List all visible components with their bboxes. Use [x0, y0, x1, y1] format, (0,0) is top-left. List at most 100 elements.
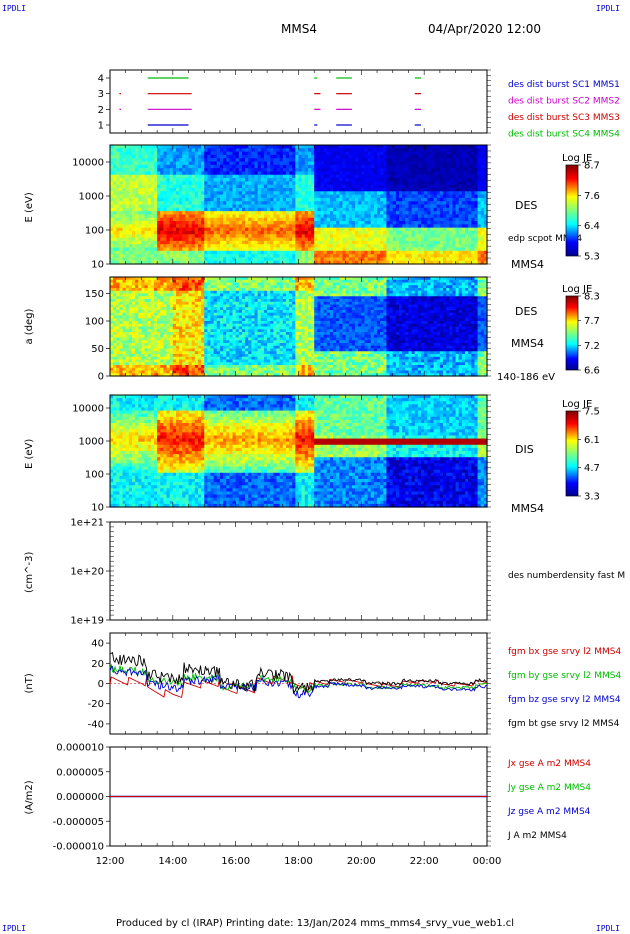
des-energy-heatmap-cell	[188, 247, 193, 252]
des-energy-heatmap-cell	[439, 154, 444, 159]
des-energy-heatmap-cell	[386, 164, 391, 169]
des-energy-heatmap-cell	[116, 168, 121, 173]
des-energy-heatmap-cell	[232, 168, 237, 173]
des-energy-heatmap-cell	[336, 224, 340, 229]
des-energy-heatmap-cell	[433, 181, 438, 186]
des-energy-heatmap-cell	[439, 181, 444, 186]
des-energy-heatmap-cell	[207, 240, 212, 245]
des-energy-heatmap-cell	[361, 214, 366, 219]
des-energy-heatmap-cell	[238, 237, 243, 242]
des-energy-heatmap-cell	[144, 171, 149, 176]
des-energy-heatmap-cell	[314, 207, 318, 212]
des-energy-heatmap-cell	[267, 207, 271, 212]
des-energy-heatmap-cell	[355, 184, 359, 189]
des-energy-heatmap-cell	[311, 244, 315, 249]
des-energy-heatmap-cell	[128, 174, 133, 179]
des-energy-heatmap-cell	[238, 197, 243, 202]
des-energy-heatmap-cell	[333, 237, 337, 242]
des-energy-heatmap-cell	[260, 171, 265, 176]
des-energy-heatmap-cell	[295, 257, 300, 262]
des-energy-heatmap-cell	[361, 187, 366, 192]
des-energy-heatmap-cell	[443, 204, 447, 209]
des-energy-heatmap-cell	[213, 181, 218, 186]
des-energy-heatmap-cell	[364, 171, 369, 176]
des-energy-heatmap-cell	[436, 244, 441, 249]
des-energy-heatmap-cell	[201, 174, 205, 179]
des-energy-heatmap-cell	[232, 154, 237, 159]
des-energy-heatmap-cell	[408, 178, 413, 182]
des-energy-colorbar-tick-label: 7.6	[584, 191, 600, 202]
des-energy-heatmap-cell	[175, 250, 180, 255]
des-energy-heatmap-cell	[301, 234, 306, 239]
des-energy-heatmap-cell	[414, 240, 419, 245]
des-energy-heatmap-cell	[188, 234, 193, 239]
des-energy-heatmap-cell	[323, 171, 328, 176]
des-energy-heatmap-cell	[424, 214, 428, 219]
des-energy-heatmap-cell	[452, 211, 457, 216]
des-energy-heatmap-cell	[267, 221, 271, 225]
des-energy-heatmap-cell	[197, 217, 202, 222]
des-energy-heatmap-cell	[119, 174, 124, 179]
des-energy-heatmap-cell	[355, 161, 359, 166]
des-energy-heatmap-cell	[317, 197, 322, 202]
des-energy-heatmap-cell	[273, 197, 278, 202]
des-energy-heatmap-cell	[260, 224, 265, 229]
des-energy-heatmap-cell	[455, 260, 460, 265]
des-energy-heatmap-cell	[185, 201, 190, 206]
des-energy-heatmap-cell	[144, 227, 149, 232]
des-energy-heatmap-cell	[402, 168, 406, 173]
des-energy-heatmap-cell	[135, 240, 139, 245]
des-energy-heatmap-cell	[260, 154, 265, 159]
des-energy-heatmap-cell	[342, 178, 347, 182]
des-energy-heatmap-cell	[197, 191, 202, 196]
des-energy-heatmap-cell	[153, 184, 158, 189]
des-energy-heatmap-cell	[128, 194, 133, 199]
des-energy-heatmap-cell	[194, 145, 199, 149]
des-energy-heatmap-cell	[458, 148, 463, 153]
des-energy-heatmap-cell	[141, 168, 146, 173]
des-energy-heatmap-cell	[125, 154, 130, 159]
des-energy-heatmap-cell	[116, 247, 121, 252]
des-energy-heatmap-cell	[204, 171, 208, 176]
des-energy-heatmap-cell	[191, 178, 196, 182]
des-energy-heatmap-cell	[267, 171, 271, 176]
des-energy-heatmap-cell	[257, 257, 262, 262]
des-energy-heatmap-cell	[229, 211, 234, 216]
des-energy-heatmap-cell	[216, 211, 221, 216]
des-energy-heatmap-cell	[289, 191, 293, 196]
des-energy-heatmap-cell	[263, 247, 268, 252]
des-energy-heatmap-cell	[458, 204, 463, 209]
des-energy-heatmap-cell	[449, 158, 454, 163]
des-energy-heatmap-cell	[367, 257, 372, 262]
des-energy-heatmap-cell	[285, 237, 290, 242]
des-energy-heatmap-cell	[414, 181, 419, 186]
des-energy-heatmap-cell	[251, 164, 256, 169]
des-energy-heatmap-cell	[345, 221, 350, 225]
des-energy-heatmap-cell	[386, 204, 391, 209]
des-energy-heatmap-cell	[452, 227, 457, 232]
des-energy-heatmap-cell	[342, 187, 347, 192]
des-energy-heatmap-cell	[383, 151, 388, 156]
des-energy-heatmap-cell	[358, 230, 362, 235]
des-energy-heatmap-cell	[424, 151, 428, 156]
des-energy-heatmap-cell	[355, 217, 359, 222]
des-energy-heatmap-cell	[449, 187, 454, 192]
des-energy-heatmap-cell	[424, 257, 428, 262]
des-energy-heatmap-cell	[257, 227, 262, 232]
des-energy-heatmap-cell	[417, 161, 422, 166]
des-energy-heatmap-cell	[373, 211, 378, 216]
des-energy-heatmap-cell	[122, 221, 127, 225]
des-energy-heatmap-cell	[436, 168, 441, 173]
des-energy-heatmap-cell	[311, 217, 315, 222]
des-energy-heatmap-cell	[141, 164, 146, 169]
des-energy-heatmap-cell	[320, 145, 325, 149]
des-energy-heatmap-cell	[223, 164, 227, 169]
des-energy-heatmap-cell	[430, 240, 435, 245]
des-energy-heatmap-cell	[172, 181, 177, 186]
des-energy-heatmap-cell	[235, 244, 240, 249]
des-energy-heatmap-cell	[361, 168, 366, 173]
des-energy-heatmap-cell	[157, 244, 161, 249]
des-energy-heatmap-cell	[336, 237, 340, 242]
des-energy-heatmap-cell	[383, 174, 388, 179]
des-energy-heatmap-cell	[307, 214, 312, 219]
